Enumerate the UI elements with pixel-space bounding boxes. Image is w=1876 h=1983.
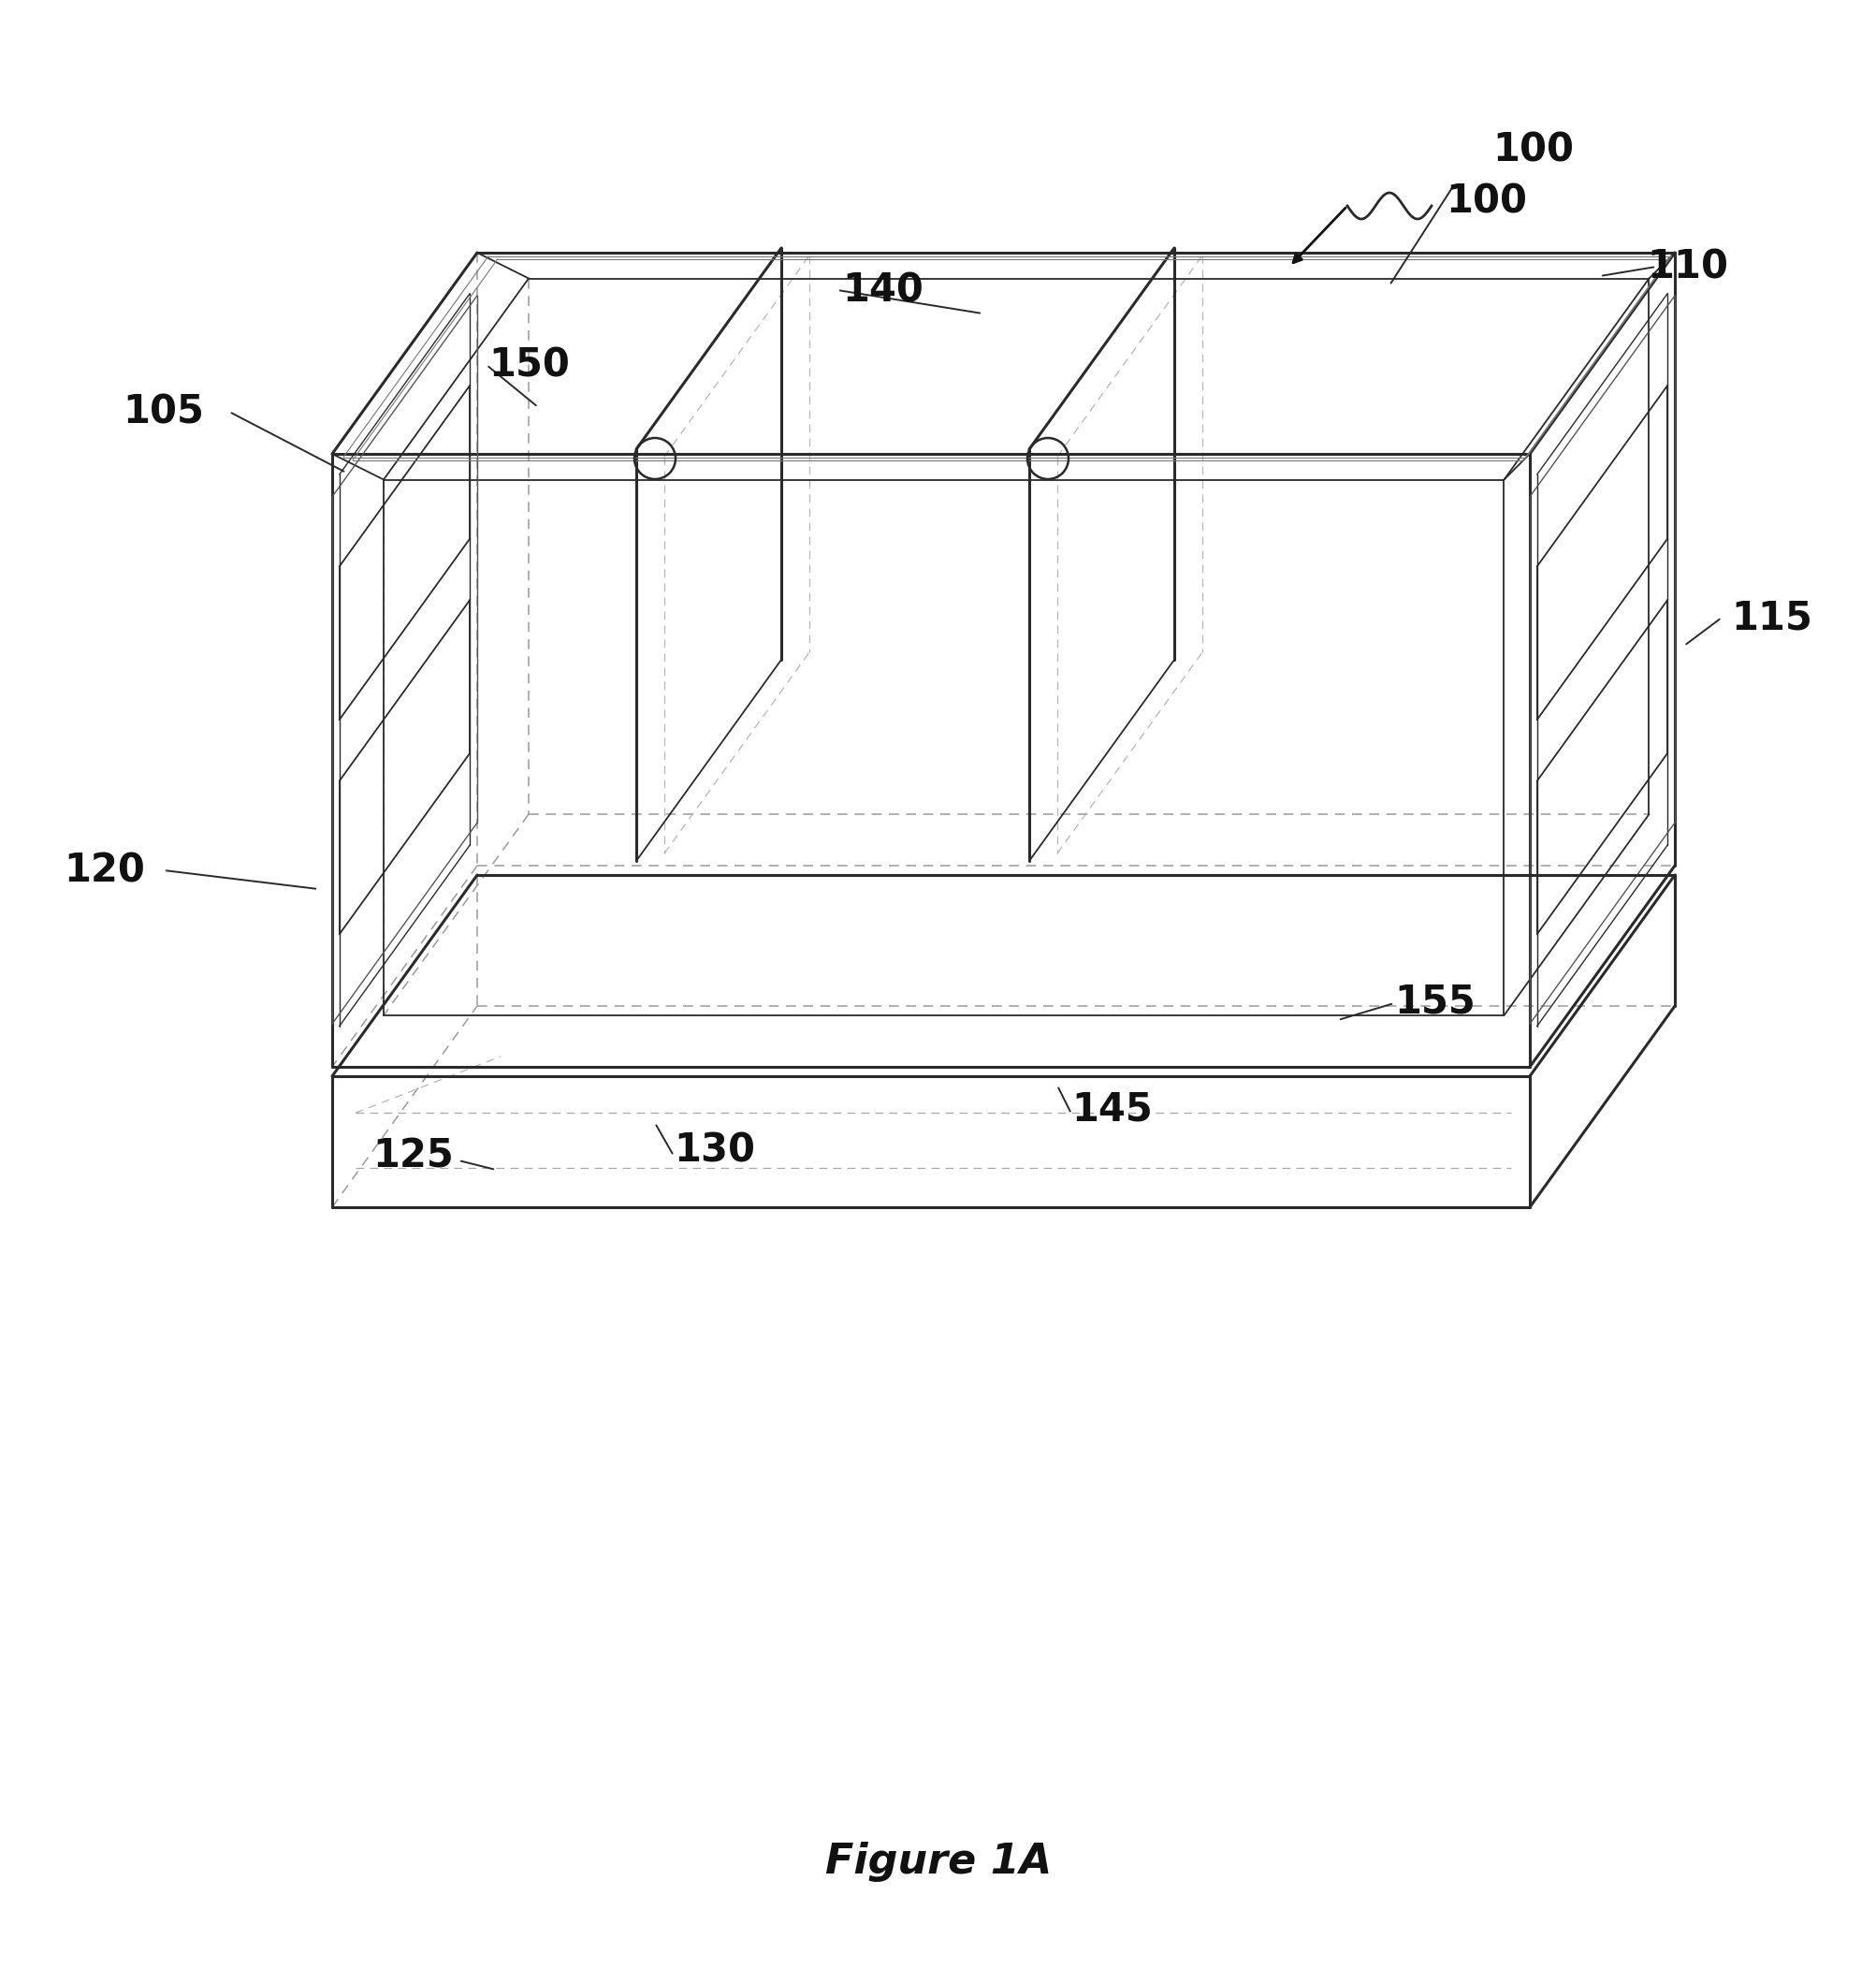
Text: 120: 120 — [64, 851, 144, 890]
Text: 150: 150 — [488, 345, 570, 385]
Text: Figure 1A: Figure 1A — [825, 1842, 1051, 1882]
Text: 125: 125 — [373, 1136, 454, 1176]
Text: 115: 115 — [1730, 599, 1812, 637]
Text: 140: 140 — [842, 270, 923, 309]
Text: 130: 130 — [673, 1132, 754, 1170]
Text: 155: 155 — [1394, 982, 1475, 1021]
Text: 145: 145 — [1071, 1089, 1152, 1128]
Text: 105: 105 — [122, 393, 204, 432]
Text: 100: 100 — [1491, 131, 1572, 169]
Text: 100: 100 — [1445, 182, 1527, 220]
Text: 110: 110 — [1645, 248, 1728, 286]
